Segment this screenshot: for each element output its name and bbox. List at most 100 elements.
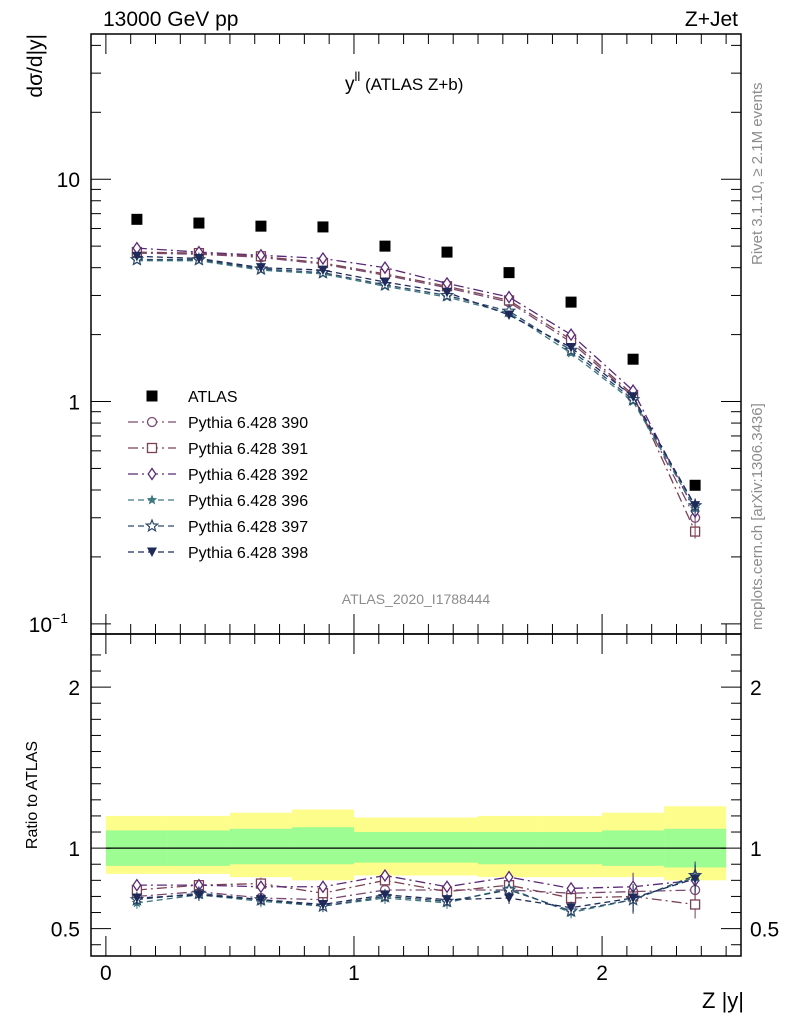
data-point [689, 479, 701, 491]
legend-marker [147, 467, 157, 481]
x-tick-label: 2 [596, 962, 608, 985]
ratio-point [504, 893, 515, 904]
data-point [318, 251, 328, 266]
ratio-point [255, 895, 266, 905]
legend-entry: Pythia 6.428 390 [128, 415, 308, 432]
data-point [380, 261, 390, 275]
ratio-point [442, 880, 452, 894]
series-line [136, 247, 696, 512]
ratio-line [136, 876, 696, 914]
data-point [131, 213, 143, 225]
series-line [136, 251, 696, 532]
ratio-point [193, 890, 204, 900]
analysis-watermark: ATLAS_2020_I1788444 [342, 591, 491, 607]
x-tick-label: 1 [348, 962, 360, 985]
data-point [317, 265, 328, 276]
ratio-series-group [129, 861, 703, 919]
x-tick-label: 0 [100, 962, 112, 985]
ratio-point [442, 895, 453, 905]
legend-entry: Pythia 6.428 397 [128, 518, 308, 536]
y-tick-label-base: 1 [68, 392, 80, 415]
plot-title-main: y [345, 74, 355, 95]
legend-marker [146, 416, 158, 428]
ratio-line [136, 878, 696, 909]
data-point [256, 248, 266, 262]
data-point [255, 220, 267, 232]
rivet-label: Rivet 3.1.10, ≥ 2.1M events [749, 83, 766, 266]
ratio-point [690, 874, 701, 884]
data-point [628, 392, 639, 402]
ratio-uncertainty-bands [105, 806, 727, 881]
ratio-frame [90, 633, 742, 957]
ratio-point [380, 868, 390, 883]
series-0 [131, 213, 701, 491]
ratio-point [318, 880, 328, 894]
plot-title: yll (ATLAS Z+b) [345, 69, 463, 95]
ratio-y-tick-label: 0.5 [51, 919, 80, 942]
ratio-band-green [353, 832, 416, 863]
legend-entry: Pythia 6.428 392 [128, 467, 308, 484]
data-point [504, 290, 514, 304]
ratio-point [628, 893, 639, 904]
ratio-point [317, 899, 328, 910]
mcplots-label: mcplots.cern.ch [arXiv:1306.3436] [749, 403, 766, 630]
y-tick-label-base: 10 [29, 614, 52, 637]
legend-label: Pythia 6.428 391 [188, 441, 308, 458]
main-series-group [129, 213, 703, 539]
legend-marker [146, 442, 158, 454]
data-point [255, 263, 266, 273]
y-axis-label: dσ/d|y| [24, 34, 47, 98]
ratio-point [689, 899, 701, 910]
legend: ATLAS Pythia 6.428 390 Pythia 6.428 391 Pyt… [128, 389, 308, 562]
ratio-point [379, 890, 390, 900]
data-point [441, 246, 453, 258]
legend-label: Pythia 6.428 398 [188, 545, 308, 562]
y-tick-label-exponent: −1 [52, 610, 68, 626]
ratio-point [132, 878, 142, 892]
series-line [136, 258, 696, 507]
ratio-point [131, 893, 142, 904]
ratio-y-tick-label: 1 [68, 838, 80, 861]
series-line [136, 252, 696, 519]
legend-marker [146, 494, 158, 505]
legend-label: Pythia 6.428 397 [188, 519, 308, 536]
legend-label: Pythia 6.428 396 [188, 493, 308, 510]
series-6 [131, 251, 701, 513]
legend-label: Pythia 6.428 390 [188, 415, 308, 432]
legend-label: ATLAS [188, 389, 238, 406]
header-right: Z+Jet [685, 8, 738, 31]
series-line [136, 260, 696, 509]
data-point [379, 240, 391, 252]
data-point [317, 221, 329, 233]
legend-entry: ATLAS [146, 389, 238, 406]
data-point [193, 253, 204, 264]
ratio-band-green [416, 832, 479, 863]
legend-marker [147, 547, 157, 557]
data-point [379, 277, 390, 287]
ratio-y-axis-label: Ratio to ATLAS [24, 741, 41, 849]
series-line [136, 255, 696, 507]
ratio-band-green [291, 827, 354, 865]
ratio-series-5 [131, 864, 701, 914]
data-point [566, 342, 577, 353]
data-point [504, 310, 515, 321]
plot-title-superscript: ll [355, 69, 361, 84]
legend-marker [146, 390, 158, 402]
legend-entry: Pythia 6.428 396 [128, 493, 308, 510]
data-point [131, 251, 142, 262]
y-tick-label: 10 [57, 169, 80, 192]
y-tick-label-base: 10 [57, 169, 80, 192]
legend-entry: Pythia 6.428 398 [128, 545, 308, 562]
data-point [627, 353, 639, 365]
legend-label: Pythia 6.428 392 [188, 467, 308, 484]
ratio-y-tick-label-right: 0.5 [750, 919, 779, 942]
y-tick-label: 10−1 [29, 610, 69, 637]
data-point [565, 296, 577, 308]
main-frame [90, 33, 742, 635]
data-point [503, 267, 515, 279]
legend-entry: Pythia 6.428 391 [128, 441, 308, 458]
x-axis-label: Z |y| [702, 988, 744, 1013]
ratio-y-tick-label: 2 [68, 677, 80, 700]
